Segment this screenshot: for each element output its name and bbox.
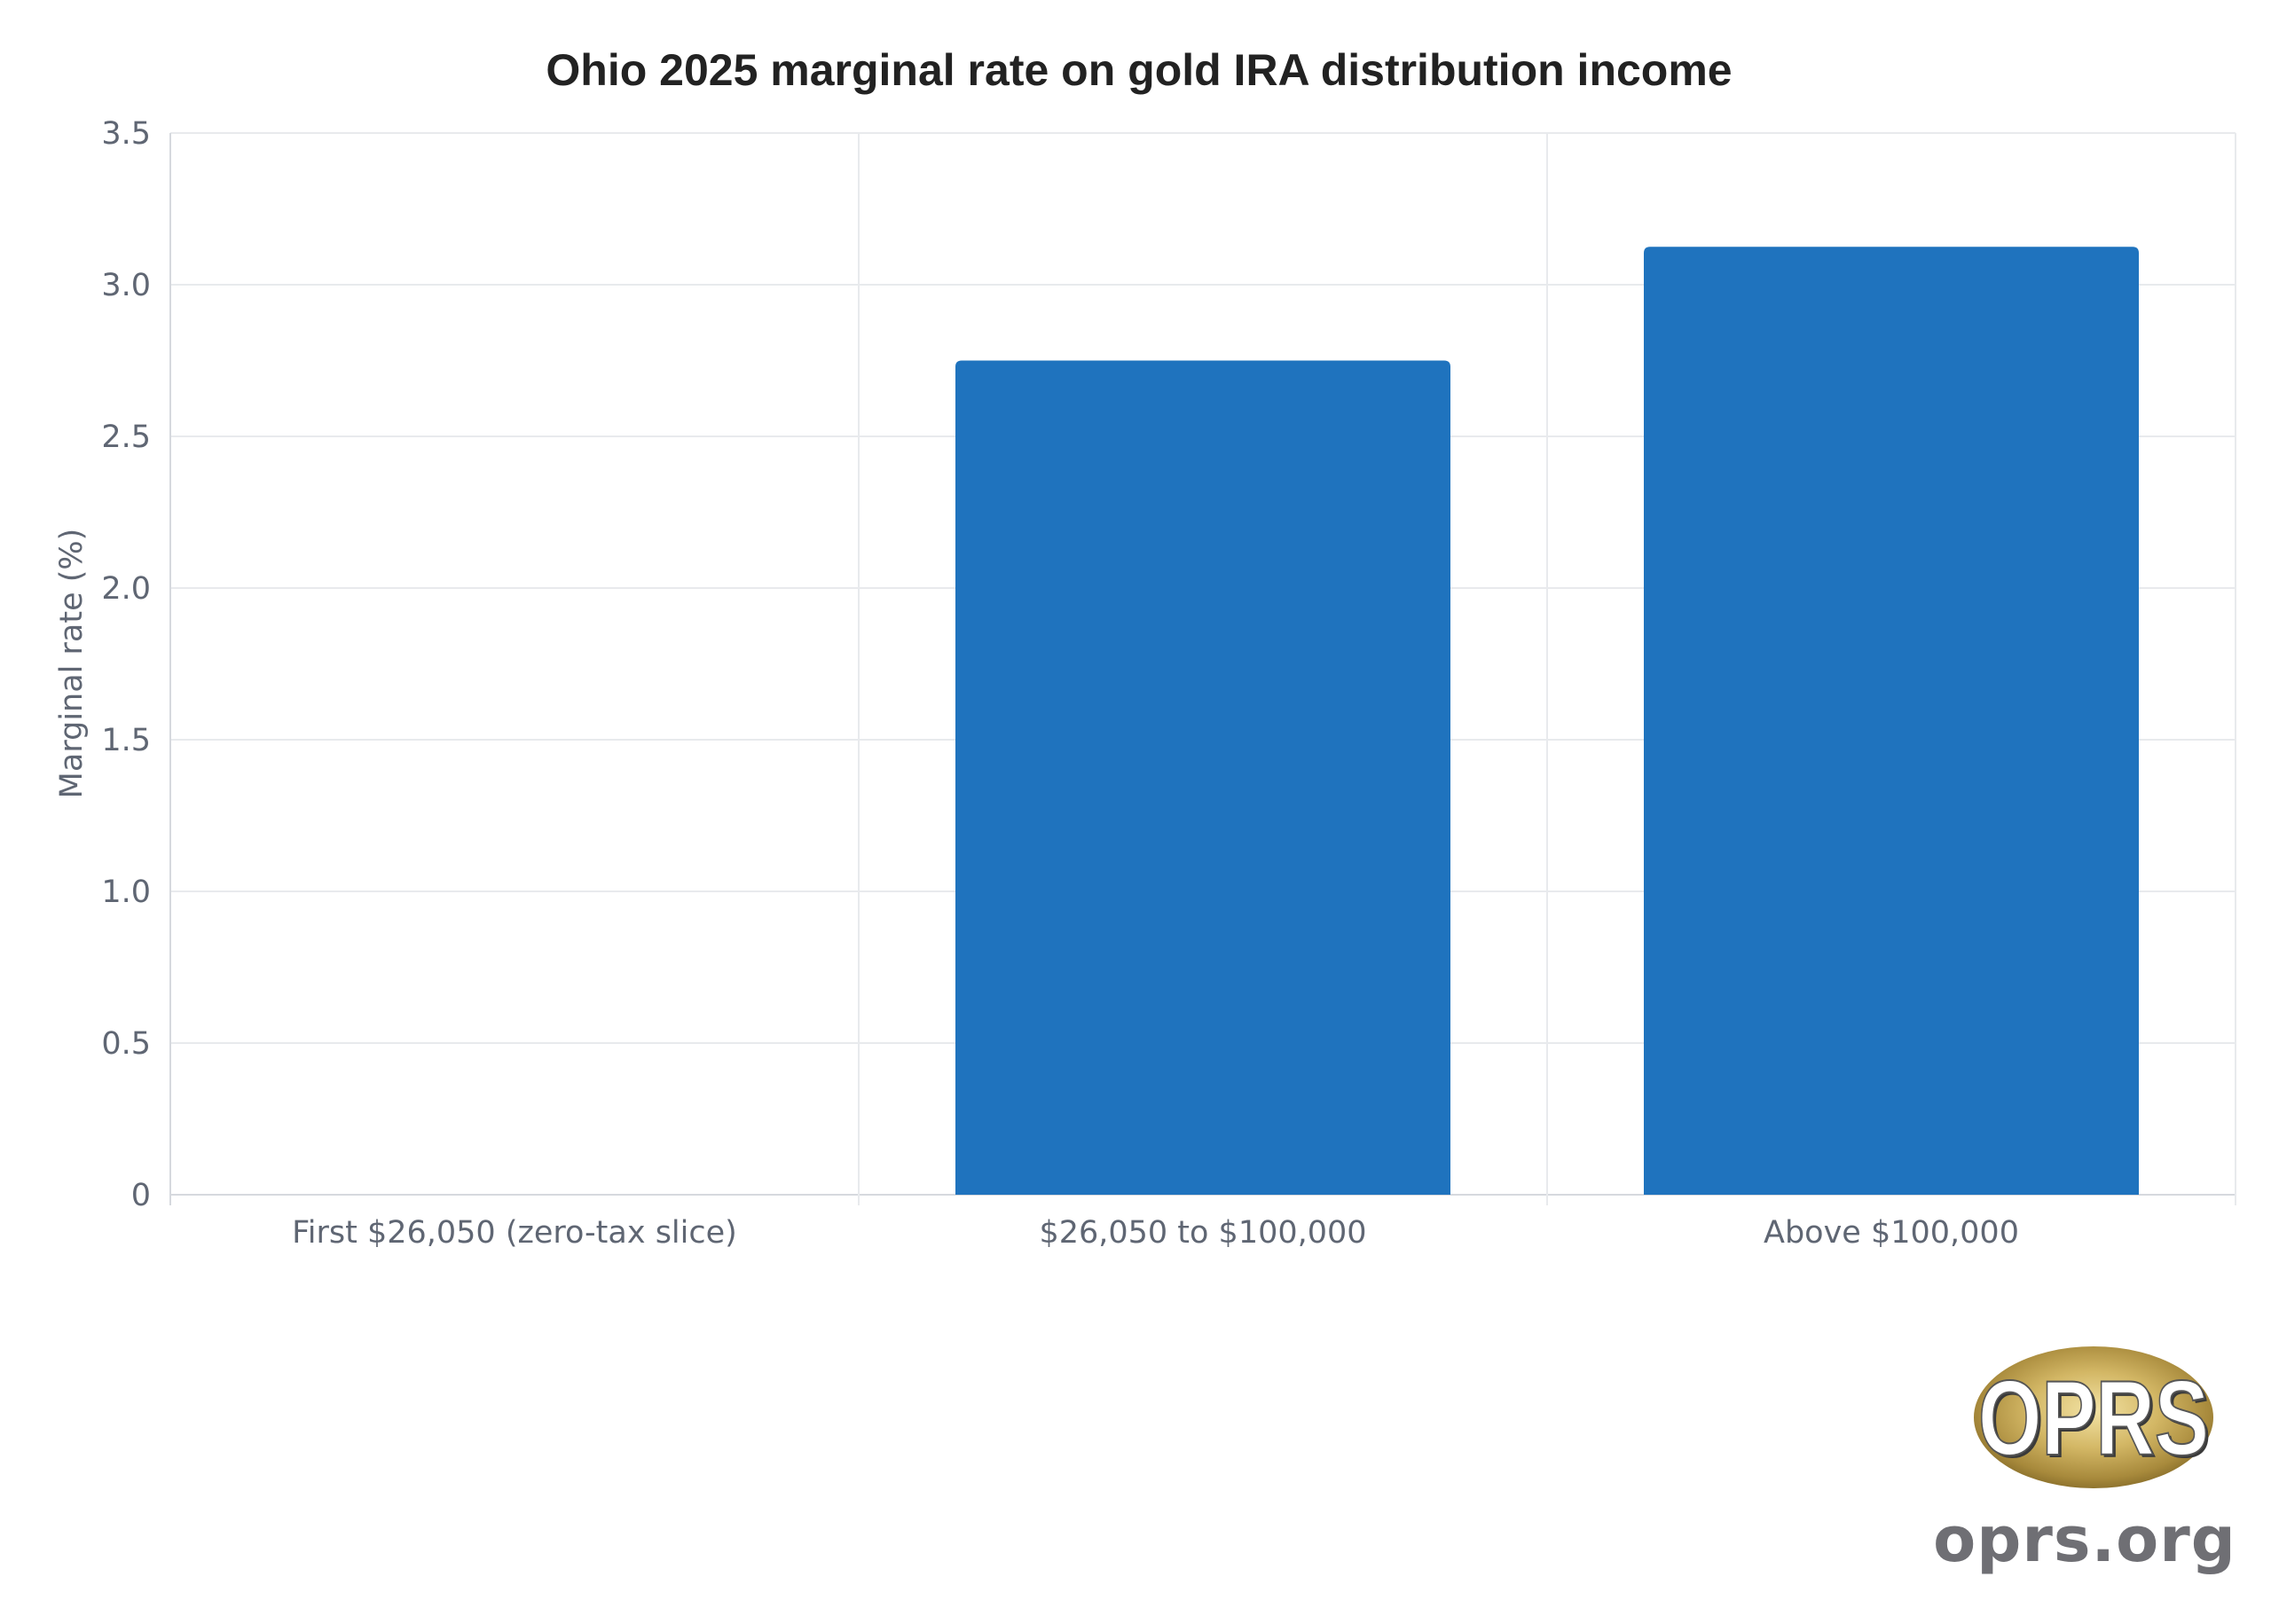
svg-text:OPRS: OPRS [1978, 1359, 2209, 1478]
y-axis-label: Marginal rate (%) [54, 529, 90, 799]
svg-text:OPRS: OPRS [1981, 1361, 2212, 1480]
logo-url: oprs.org [1933, 1503, 2236, 1576]
y-tick-label: 2.0 [101, 571, 151, 607]
y-tick-label: 3.0 [101, 268, 151, 303]
bars [955, 247, 2139, 1195]
y-tick-label: 0 [131, 1178, 151, 1213]
y-tick-label: 0.5 [101, 1026, 151, 1062]
x-tick-label: $26,050 to $100,000 [1039, 1215, 1366, 1251]
y-tick-label: 2.5 [101, 420, 151, 455]
x-tick-label: First $26,050 (zero-tax slice) [292, 1215, 737, 1251]
y-tick-label: 3.5 [101, 116, 151, 152]
x-axis-ticks: First $26,050 (zero-tax slice) $26,050 to… [292, 1215, 2019, 1251]
oprs-logo: OPRS OPRS [1974, 1346, 2213, 1488]
chart-title: Ohio 2025 marginal rate on gold IRA dist… [546, 45, 1732, 95]
bar [955, 360, 1450, 1195]
x-tick-label: Above $100,000 [1764, 1215, 2019, 1251]
y-axis-ticks: 0 0.5 1.0 1.5 2.0 2.5 3.0 3.5 [101, 116, 151, 1213]
bar [1644, 247, 2139, 1195]
y-tick-label: 1.5 [101, 723, 151, 758]
y-tick-label: 1.0 [101, 875, 151, 910]
